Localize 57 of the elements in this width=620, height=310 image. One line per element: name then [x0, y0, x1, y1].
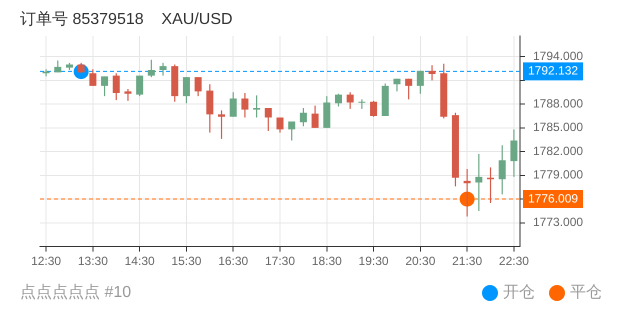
- candlestick: [464, 168, 471, 218]
- candlestick: [89, 68, 96, 86]
- candlestick: [230, 92, 237, 118]
- candlestick: [160, 62, 167, 76]
- y-tick-label: 1788.000: [533, 96, 584, 110]
- candlestick: [498, 144, 506, 195]
- candlestick: [124, 88, 132, 102]
- ref-line-label: 1776.009: [528, 191, 578, 206]
- text: 点点点点点 #10: [20, 282, 132, 303]
- candlestick: [206, 84, 214, 134]
- x-tick-label: 19:30: [358, 254, 389, 268]
- y-tick-label: 1773.000: [533, 215, 584, 230]
- candlestick: [334, 93, 342, 108]
- x-tick-label: 14:30: [124, 254, 155, 268]
- candlestick: [510, 128, 518, 178]
- x-tick-label: 12:30: [31, 254, 62, 268]
- candlestick: [194, 76, 202, 97]
- candlestick: [475, 153, 482, 212]
- candlestick: [346, 92, 354, 110]
- candlestick: [276, 116, 284, 134]
- y-tick-label: 1782.000: [533, 144, 584, 158]
- y-tick-label: 1785.000: [533, 120, 584, 134]
- y-tick-label: 1794.000: [533, 48, 584, 63]
- x-tick-label: 16:30: [218, 254, 249, 268]
- candlestick: [312, 105, 319, 128]
- candlestick: [182, 76, 190, 104]
- candlestick: [112, 72, 120, 101]
- candlestick: [416, 70, 424, 94]
- chart-title: 订单号 85379518 XAU/USD: [20, 10, 233, 30]
- candlestick: [148, 59, 155, 78]
- legend-label: 平仓: [570, 283, 602, 303]
- x-tick-label: 21:30: [452, 254, 482, 268]
- x-tick-label: 15:30: [171, 254, 202, 268]
- candlestick: [370, 100, 378, 118]
- candlestick: [393, 78, 400, 92]
- legend-label: 开仓: [503, 283, 535, 303]
- candlestick: [358, 98, 366, 110]
- candlestick: [253, 94, 260, 118]
- x-tick-label: 17:30: [264, 254, 296, 268]
- candlestick: [300, 107, 307, 127]
- candlestick: [288, 120, 296, 142]
- x-tick-label: 18:30: [312, 254, 342, 268]
- candlestick: [78, 62, 85, 74]
- ref-line-label: 1792.132: [528, 64, 578, 78]
- candlestick: [405, 78, 412, 100]
- x-tick-label: 13:30: [78, 254, 108, 268]
- candlestick: [428, 64, 436, 81]
- candlestick: [218, 110, 226, 140]
- candlestick: [136, 74, 144, 97]
- y-tick-label: 1779.000: [533, 168, 584, 182]
- candlestick: [54, 60, 62, 74]
- candlestick: [487, 166, 494, 204]
- x-tick-label: 20:30: [405, 254, 436, 268]
- x-tick-label: 22:30: [498, 254, 530, 268]
- candlestick: [101, 76, 108, 97]
- candlestick: [241, 92, 248, 118]
- candlestick: [264, 107, 272, 132]
